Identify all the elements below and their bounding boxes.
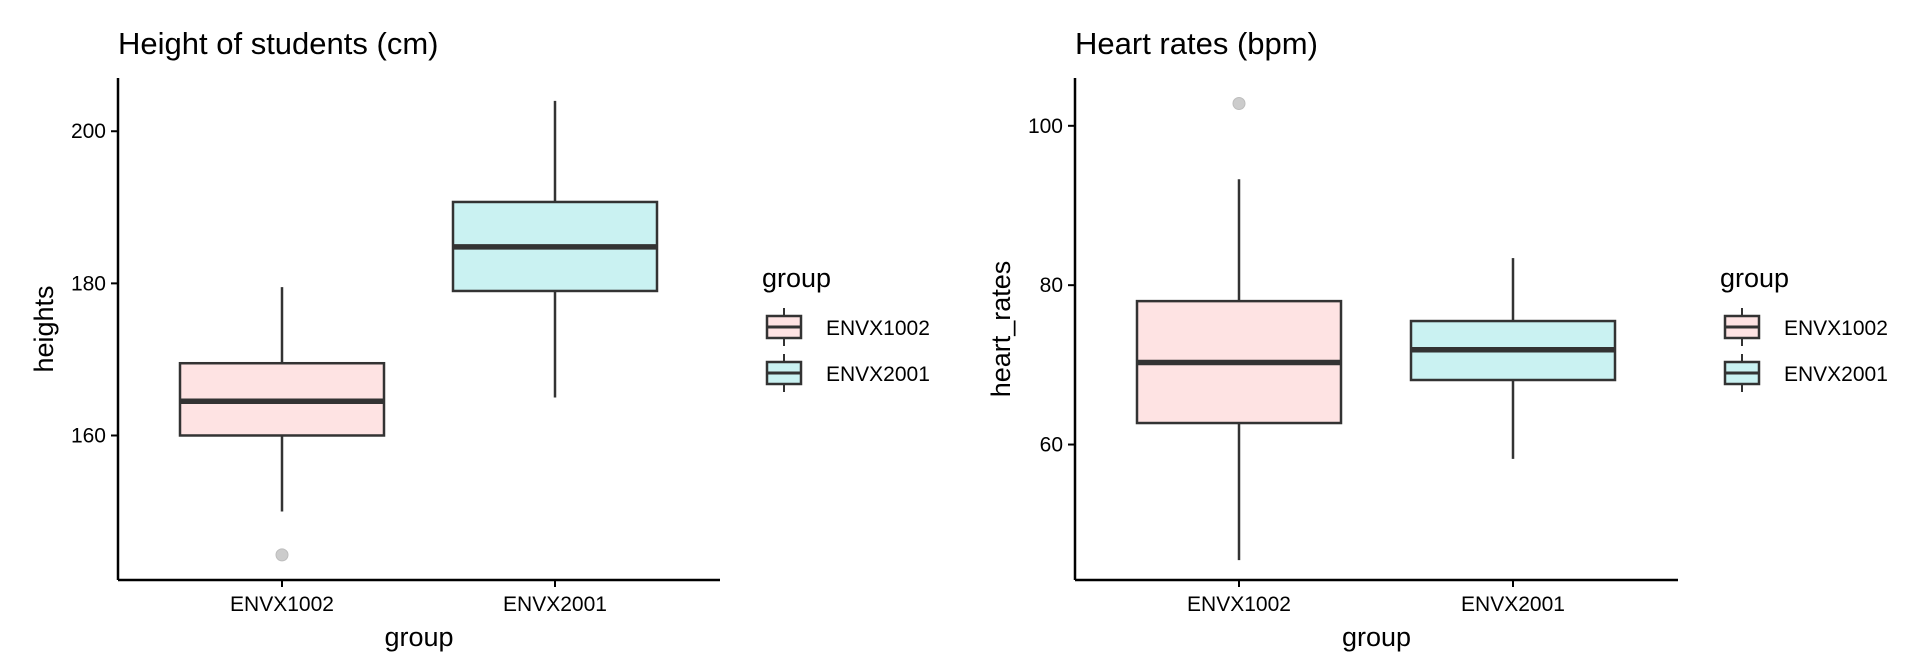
- legend-key-envx2001: [765, 354, 803, 392]
- legend-label: ENVX1002: [1784, 317, 1888, 340]
- x-tick-label: ENVX2001: [503, 593, 607, 616]
- legend-key-envx1002: [765, 308, 803, 346]
- y-tick-label: 100: [1028, 115, 1063, 138]
- y-axis-title: heart_rates: [986, 261, 1016, 398]
- x-axis-title: group: [384, 622, 453, 652]
- y-tick-label: 180: [71, 272, 106, 295]
- legend-label: ENVX1002: [826, 317, 930, 340]
- outlier-point: [275, 548, 289, 562]
- legend-label: ENVX2001: [826, 363, 930, 386]
- box-envx1002: [1135, 96, 1343, 561]
- x-axis-title: group: [1342, 622, 1411, 652]
- chart-panel-1: Height of students (cm) 160 180 200 ENVX1002…: [29, 26, 930, 652]
- y-tick-label: 200: [71, 120, 106, 143]
- legend: group ENVX1002 ENVX2001: [762, 263, 930, 392]
- y-tick-label: 80: [1040, 274, 1063, 297]
- box-envx2001: [1409, 258, 1617, 459]
- legend-key-envx1002: [1723, 308, 1761, 346]
- x-tick-label: ENVX2001: [1461, 593, 1565, 616]
- legend-title: group: [762, 263, 831, 293]
- box-envx1002: [178, 287, 386, 562]
- chart-title: Height of students (cm): [118, 26, 438, 61]
- x-tick-label: ENVX1002: [230, 593, 334, 616]
- chart-title: Heart rates (bpm): [1075, 26, 1318, 61]
- y-axis-title: heights: [29, 285, 59, 372]
- outlier-point: [1232, 96, 1246, 110]
- x-tick-label: ENVX1002: [1187, 593, 1291, 616]
- legend: group ENVX1002 ENVX2001: [1720, 263, 1888, 392]
- chart-panel-2: Heart rates (bpm) 60 80 100 ENVX1002 ENVX2001…: [986, 26, 1888, 652]
- y-tick-label: 60: [1040, 434, 1063, 457]
- box-envx2001: [451, 100, 659, 398]
- legend-label: ENVX2001: [1784, 363, 1888, 386]
- legend-title: group: [1720, 263, 1789, 293]
- y-tick-label: 160: [71, 424, 106, 447]
- legend-key-envx2001: [1723, 354, 1761, 392]
